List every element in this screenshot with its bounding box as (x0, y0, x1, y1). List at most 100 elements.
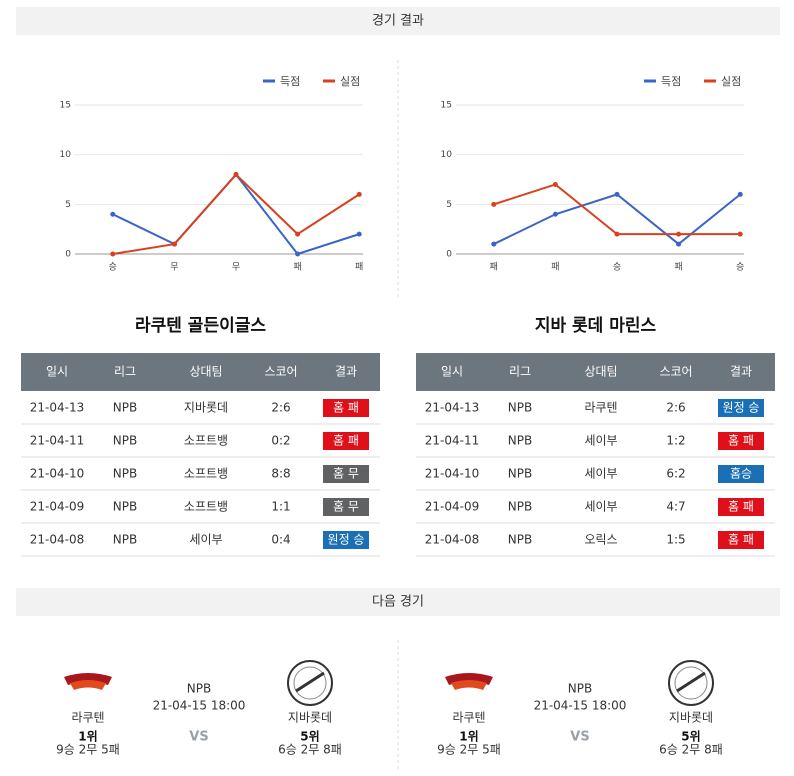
team-rank: 5위 (681, 730, 700, 744)
data-point (491, 201, 497, 207)
result-badge (718, 432, 764, 450)
table-title: 지바 롯데 마린스 (535, 316, 657, 336)
cell: 6:2 (666, 467, 685, 481)
cell: 21-04-13 (425, 401, 479, 415)
cell: 지바롯데 (184, 401, 228, 415)
y-tick-label: 0 (65, 250, 71, 260)
team-record: 9승 2무 5패 (56, 743, 120, 757)
table-header (416, 353, 775, 391)
legend-label: 득점 (280, 75, 300, 88)
result-badge (323, 465, 369, 483)
y-tick-label: 0 (446, 250, 452, 260)
data-point (295, 231, 301, 237)
result-badge (323, 399, 369, 417)
cell: NPB (508, 401, 532, 415)
cell: NPB (508, 467, 532, 481)
x-tick-label: 패 (674, 262, 682, 273)
section-bar (16, 7, 780, 35)
cell: 오릭스 (584, 533, 617, 547)
team-record: 9승 2무 5패 (437, 743, 501, 757)
x-tick-label: 패 (490, 262, 498, 273)
column-header: 리그 (509, 365, 531, 379)
result-label: 홈 무 (333, 467, 359, 481)
y-tick-label: 5 (65, 200, 71, 210)
cell: NPB (113, 500, 137, 514)
data-point (356, 231, 362, 237)
cell: NPB (508, 434, 532, 448)
result-badge (323, 531, 369, 549)
datetime: 21-04-15 18:00 (534, 699, 627, 713)
data-point (737, 191, 743, 197)
cell: 소프트뱅 (184, 500, 228, 514)
result-label: 홈 패 (333, 401, 359, 415)
cell: 21-04-09 (425, 500, 479, 514)
data-point (295, 251, 301, 257)
result-badge (323, 432, 369, 450)
cell: NPB (508, 533, 532, 547)
result-label: 원정 승 (328, 533, 365, 547)
data-point (171, 241, 177, 247)
column-header: 상대팀 (584, 365, 617, 379)
league: NPB (187, 682, 211, 696)
cell: 21-04-11 (425, 434, 479, 448)
series-line (112, 172, 360, 256)
cell: 21-04-09 (30, 500, 84, 514)
cell: NPB (508, 500, 532, 514)
result-badge (323, 498, 369, 516)
cell: 8:8 (271, 467, 290, 481)
cell: 1:1 (271, 500, 290, 514)
column-header: 일시 (46, 365, 68, 379)
y-tick-label: 10 (441, 150, 453, 160)
cell: 1:5 (666, 533, 685, 547)
x-tick-label: 승 (109, 262, 117, 273)
data-point (233, 172, 239, 178)
x-tick-label: 승 (736, 262, 744, 273)
data-point (614, 231, 620, 237)
data-point (676, 241, 682, 247)
cell: NPB (113, 401, 137, 415)
team-rank: 1위 (459, 730, 478, 744)
y-tick-label: 5 (446, 200, 452, 210)
cell: 21-04-10 (30, 467, 84, 481)
column-header: 결과 (335, 365, 357, 379)
vs: VS (189, 730, 208, 745)
cell: 라쿠텐 (584, 401, 617, 415)
team-name: 지바롯데 (669, 711, 713, 725)
datetime: 21-04-15 18:00 (153, 699, 246, 713)
result-label: 홈 패 (333, 434, 359, 448)
column-header: 상대팀 (189, 365, 222, 379)
column-header: 일시 (441, 365, 463, 379)
table-title: 라쿠텐 골든이글스 (135, 316, 266, 336)
result-badge (718, 465, 764, 483)
table-header (21, 353, 380, 391)
cell: 1:2 (666, 434, 685, 448)
column-header: 스코어 (659, 365, 692, 379)
cell: 소프트뱅 (184, 467, 228, 481)
x-tick-label: 무 (232, 262, 240, 273)
column-header: 결과 (730, 365, 752, 379)
column-header: 리그 (114, 365, 136, 379)
data-point (552, 181, 558, 187)
result-label: 홈 무 (333, 500, 359, 514)
result-label: 홈 패 (728, 533, 754, 547)
y-tick-label: 15 (441, 101, 452, 111)
cell: NPB (113, 434, 137, 448)
series-line (112, 173, 360, 255)
team-rank: 5위 (300, 730, 319, 744)
result-label: 홈승 (730, 467, 752, 481)
y-tick-label: 10 (60, 150, 72, 160)
team-record: 6승 2무 8패 (659, 743, 723, 757)
y-tick-label: 15 (60, 101, 71, 111)
result-badge (718, 399, 764, 417)
result-badge (718, 498, 764, 516)
cell: 세이부 (584, 467, 617, 481)
section-bar (16, 588, 780, 616)
section-title: 경기 결과 (372, 14, 424, 29)
data-point (356, 191, 362, 197)
result-badge (718, 531, 764, 549)
team-name: 지바롯데 (288, 711, 332, 725)
cell: 세이부 (584, 434, 617, 448)
cell: 4:7 (666, 500, 685, 514)
cell: 0:4 (271, 533, 290, 547)
